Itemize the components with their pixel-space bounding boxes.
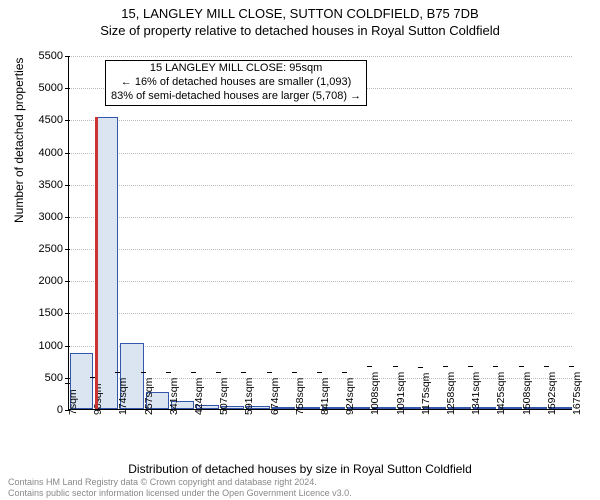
property-info-box: 15 LANGLEY MILL CLOSE: 95sqm ← 16% of de… (105, 60, 367, 106)
y-tick-label: 4000 (39, 147, 69, 159)
info-box-line1: 15 LANGLEY MILL CLOSE: 95sqm (111, 62, 361, 76)
y-tick-label: 2000 (39, 275, 69, 287)
y-tick-label: 1500 (39, 307, 69, 319)
footer-line1: Contains HM Land Registry data © Crown c… (8, 477, 352, 487)
subject-property-marker (95, 117, 98, 409)
x-tick-label: 1592sqm (546, 372, 558, 415)
x-tick-label: 1508sqm (521, 372, 533, 415)
y-axis-label: Number of detached properties (12, 58, 26, 223)
gridline (69, 346, 572, 347)
y-tick-label: 500 (45, 372, 69, 384)
chart-title-line2: Size of property relative to detached ho… (0, 23, 600, 38)
y-tick-label: 3000 (39, 211, 69, 223)
attribution-footer: Contains HM Land Registry data © Crown c… (8, 477, 352, 498)
info-box-line3: 83% of semi-detached houses are larger (… (111, 90, 361, 104)
gridline (69, 313, 572, 314)
histogram-bar (95, 117, 118, 409)
x-tick-label: 1258sqm (445, 372, 457, 415)
x-tick-label: 174sqm (117, 378, 129, 415)
x-tick-label: 591sqm (243, 378, 255, 415)
x-tick-label: 7sqm (67, 389, 79, 415)
y-tick-label: 1000 (39, 340, 69, 352)
gridline (69, 56, 572, 57)
x-tick-label: 507sqm (218, 378, 230, 415)
x-axis-label: Distribution of detached houses by size … (0, 462, 600, 476)
chart-title-line1: 15, LANGLEY MILL CLOSE, SUTTON COLDFIELD… (0, 6, 600, 21)
x-tick-label: 674sqm (269, 378, 281, 415)
footer-line2: Contains public sector information licen… (8, 488, 352, 498)
gridline (69, 217, 572, 218)
chart-title-block: 15, LANGLEY MILL CLOSE, SUTTON COLDFIELD… (0, 6, 600, 38)
y-tick-label: 5500 (39, 50, 69, 62)
y-tick-label: 2500 (39, 243, 69, 255)
x-tick-label: 1091sqm (395, 372, 407, 415)
x-tick-label: 1675sqm (571, 372, 583, 415)
x-tick-label: 341sqm (168, 378, 180, 415)
gridline (69, 185, 572, 186)
y-tick-label: 4500 (39, 114, 69, 126)
chart-plot-area: 15 LANGLEY MILL CLOSE: 95sqm ← 16% of de… (68, 56, 572, 410)
x-tick-label: 257sqm (143, 378, 155, 415)
x-tick-label: 1008sqm (369, 372, 381, 415)
x-tick-label: 424sqm (193, 378, 205, 415)
x-tick-label: 1175sqm (420, 373, 432, 415)
x-tick-label: 1341sqm (470, 372, 482, 415)
x-tick-label: 924sqm (344, 378, 356, 415)
gridline (69, 281, 572, 282)
x-tick-label: 841sqm (319, 378, 331, 415)
x-tick-label: 1425sqm (495, 372, 507, 415)
gridline (69, 153, 572, 154)
gridline (69, 249, 572, 250)
info-box-line2: ← 16% of detached houses are smaller (1,… (111, 76, 361, 90)
x-tick-label: 758sqm (294, 378, 306, 415)
y-tick-label: 5000 (39, 82, 69, 94)
y-tick-label: 3500 (39, 179, 69, 191)
gridline (69, 120, 572, 121)
